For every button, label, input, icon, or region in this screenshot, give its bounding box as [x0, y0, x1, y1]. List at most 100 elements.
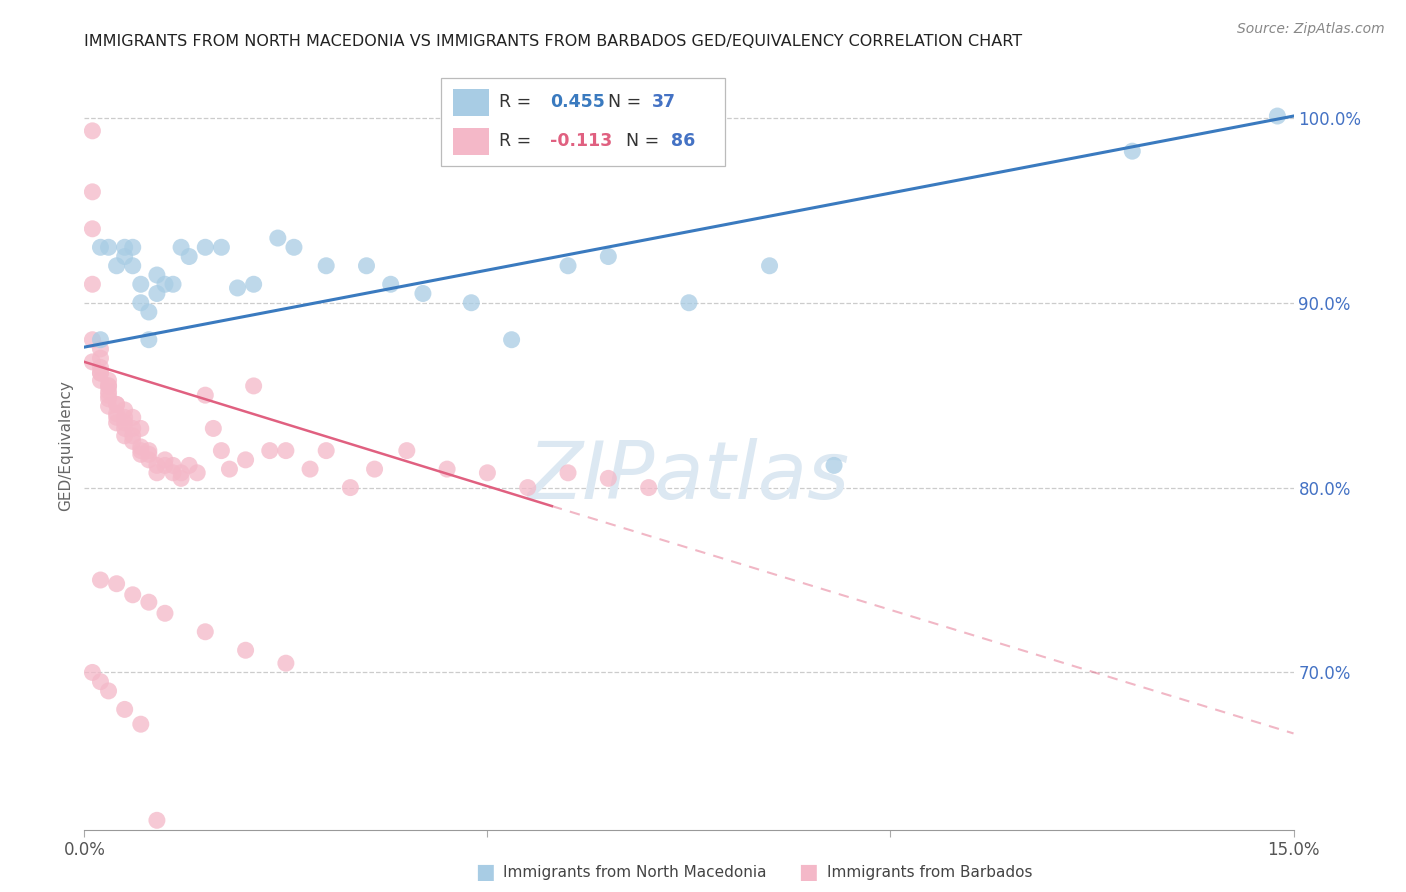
Point: [105, 410, 128, 425]
Point: [202, 421, 225, 435]
Text: IMMIGRANTS FROM NORTH MACEDONIA VS IMMIGRANTS FROM BARBADOS GED/EQUIVALENCY CORR: IMMIGRANTS FROM NORTH MACEDONIA VS IMMIG…: [84, 34, 1022, 49]
Point: [315, 443, 337, 458]
Point: [436, 462, 458, 476]
Text: 86: 86: [671, 132, 695, 150]
Point: [194, 388, 217, 402]
Point: [97, 392, 120, 406]
Point: [274, 443, 297, 458]
Bar: [453, 128, 489, 154]
Point: [114, 702, 136, 716]
Point: [89, 240, 111, 254]
Point: [146, 286, 169, 301]
Text: R =: R =: [499, 132, 537, 150]
Point: [129, 277, 152, 292]
Point: [89, 342, 111, 356]
Point: [170, 240, 193, 254]
Point: [179, 250, 201, 264]
Point: [501, 333, 523, 347]
Point: [97, 384, 120, 399]
Point: [235, 643, 257, 657]
Point: [267, 231, 290, 245]
Point: [129, 440, 152, 454]
Point: [179, 458, 201, 473]
Point: [259, 443, 281, 458]
Point: [395, 443, 418, 458]
Text: 0.455: 0.455: [550, 94, 605, 112]
Bar: [453, 89, 489, 116]
Point: [138, 443, 160, 458]
Point: [138, 453, 160, 467]
Point: [170, 466, 193, 480]
Point: [97, 373, 120, 387]
Point: [89, 573, 111, 587]
Point: [97, 684, 120, 698]
Point: [637, 481, 659, 495]
Point: [146, 466, 169, 480]
Point: [226, 281, 249, 295]
Point: [138, 447, 160, 461]
Point: [283, 240, 305, 254]
Point: [89, 674, 111, 689]
Point: [89, 366, 111, 380]
Point: [105, 397, 128, 411]
Point: [129, 447, 152, 461]
Point: [356, 259, 378, 273]
Y-axis label: GED/Equivalency: GED/Equivalency: [58, 381, 73, 511]
Point: [82, 124, 104, 138]
Point: [299, 462, 322, 476]
Text: ■: ■: [475, 863, 495, 882]
Point: [105, 259, 128, 273]
Point: [121, 588, 143, 602]
Point: [823, 458, 845, 473]
Point: [121, 434, 143, 449]
Point: [89, 360, 111, 375]
Text: R =: R =: [499, 94, 537, 112]
Point: [97, 240, 120, 254]
Text: ■: ■: [799, 863, 818, 882]
Point: [114, 421, 136, 435]
Text: Immigrants from North Macedonia: Immigrants from North Macedonia: [503, 865, 766, 880]
Point: [82, 277, 104, 292]
Point: [89, 351, 111, 366]
Point: [1267, 109, 1289, 123]
Point: [97, 379, 120, 393]
Point: [129, 443, 152, 458]
Point: [460, 295, 482, 310]
Point: [82, 333, 104, 347]
Point: [170, 471, 193, 485]
Point: [218, 462, 240, 476]
Point: [129, 421, 152, 435]
Point: [598, 250, 620, 264]
FancyBboxPatch shape: [441, 78, 725, 166]
Point: [477, 466, 499, 480]
Point: [162, 277, 184, 292]
Point: [114, 416, 136, 430]
Point: [138, 305, 160, 319]
Point: [82, 222, 104, 236]
Text: N =: N =: [626, 132, 665, 150]
Point: [146, 814, 169, 828]
Text: N =: N =: [607, 94, 647, 112]
Point: [153, 607, 176, 621]
Point: [89, 366, 111, 380]
Text: ZIPatlas: ZIPatlas: [527, 438, 851, 516]
Point: [315, 259, 337, 273]
Point: [97, 388, 120, 402]
Point: [82, 185, 104, 199]
Point: [121, 421, 143, 435]
Point: [153, 453, 176, 467]
Point: [89, 373, 111, 387]
Point: [194, 240, 217, 254]
Point: [146, 458, 169, 473]
Point: [557, 259, 579, 273]
Point: [557, 466, 579, 480]
Point: [82, 665, 104, 680]
Point: [363, 462, 385, 476]
Point: [235, 453, 257, 467]
Point: [209, 240, 232, 254]
Point: [598, 471, 620, 485]
Point: [1121, 144, 1143, 158]
Point: [274, 656, 297, 670]
Point: [121, 410, 143, 425]
Point: [758, 259, 780, 273]
